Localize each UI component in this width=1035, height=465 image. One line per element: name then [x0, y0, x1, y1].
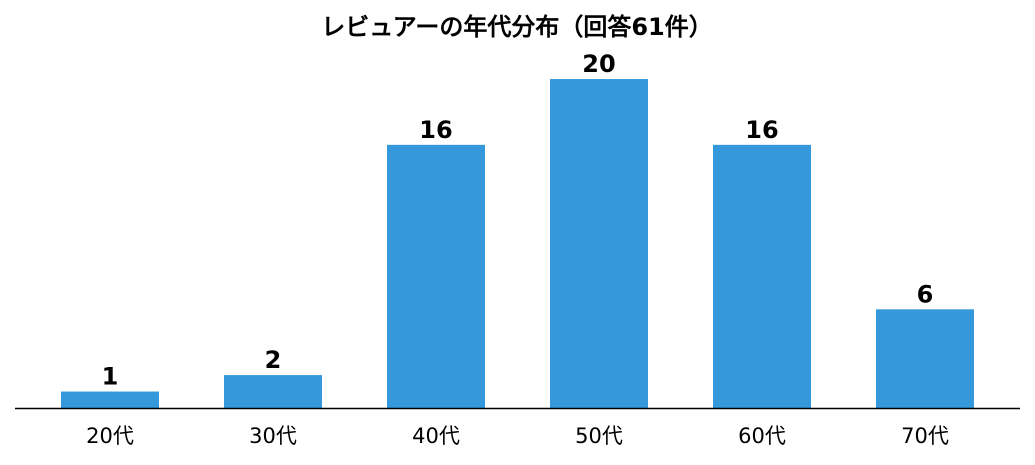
bar — [713, 144, 811, 409]
bar — [224, 375, 322, 408]
value-label: 16 — [419, 116, 452, 144]
value-label: 20 — [582, 50, 615, 78]
bar — [876, 309, 974, 408]
value-label: 6 — [917, 280, 934, 308]
x-tick-label: 20代 — [86, 424, 134, 448]
x-tick-label: 50代 — [575, 424, 623, 448]
chart-title: レビュアーの年代分布（回答61件） — [321, 13, 712, 41]
value-label: 16 — [745, 116, 778, 144]
bar — [387, 144, 485, 409]
x-tick-label: 30代 — [249, 424, 297, 448]
bar — [550, 79, 648, 409]
x-tick-label: 70代 — [901, 424, 949, 448]
value-label: 1 — [102, 363, 119, 391]
bar — [61, 391, 159, 408]
x-tick-label: 40代 — [412, 424, 460, 448]
value-label: 2 — [265, 346, 282, 374]
x-tick-label: 60代 — [738, 424, 786, 448]
